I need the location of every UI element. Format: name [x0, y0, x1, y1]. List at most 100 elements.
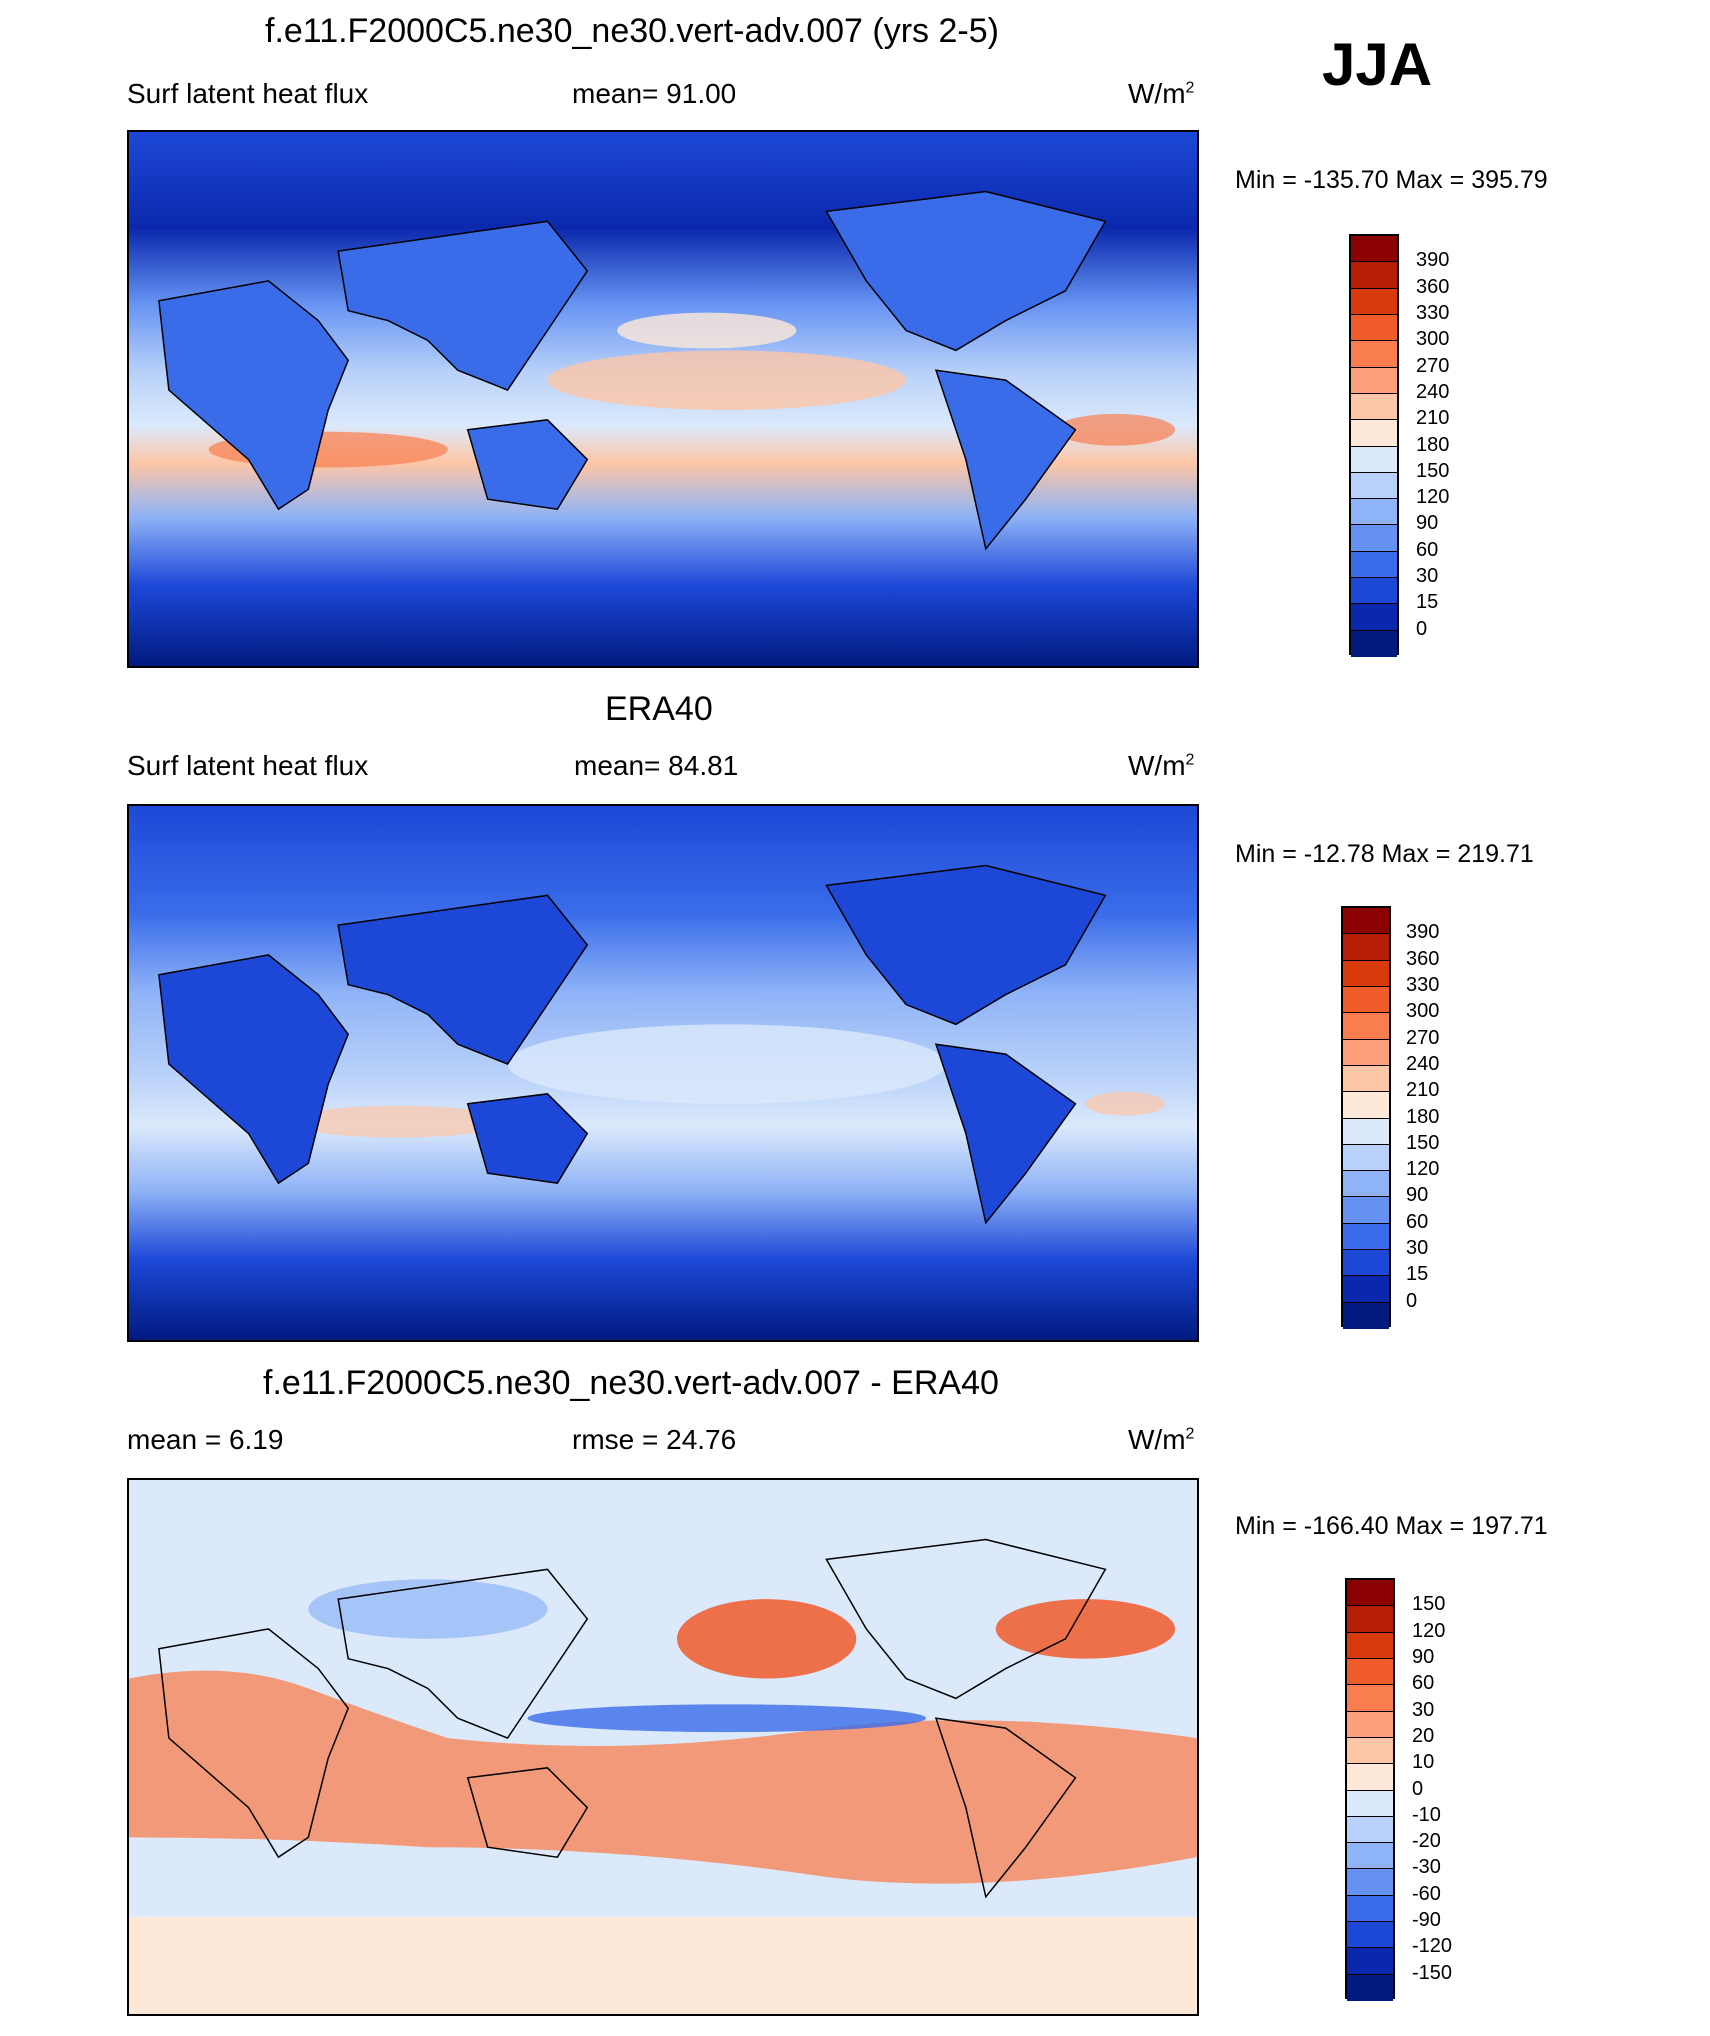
- panel1-title: f.e11.F2000C5.ne30_ne30.vert-adv.007 (yr…: [265, 12, 999, 50]
- colorbar-tick-label: -60: [1412, 1882, 1441, 1905]
- colorbar-segment: [1351, 367, 1397, 394]
- panel2-map: [127, 804, 1199, 1342]
- colorbar-tick-label: 120: [1416, 486, 1450, 509]
- panel3-map: [127, 1478, 1199, 2016]
- colorbar-segment: [1347, 1974, 1393, 2001]
- colorbar-segment: [1343, 1092, 1389, 1119]
- panel1-units: W/m2: [1128, 78, 1195, 109]
- season-label: JJA: [1322, 31, 1433, 98]
- colorbar-tick-label: 30: [1406, 1237, 1429, 1260]
- colorbar-segment: [1351, 288, 1397, 315]
- colorbar-tick-label: 0: [1406, 1289, 1418, 1312]
- colorbar-segment: [1343, 934, 1389, 961]
- panel3-units: W/m2: [1128, 1424, 1195, 1455]
- colorbar-tick-label: -10: [1412, 1803, 1441, 1826]
- colorbar-segment: [1351, 314, 1397, 342]
- colorbar-tick-label: 360: [1406, 947, 1440, 970]
- panel3-minmax: Min = -166.40 Max = 197.71: [1235, 1512, 1548, 1540]
- colorbar-segment: [1343, 1171, 1389, 1198]
- colorbar-segment: [1343, 1065, 1389, 1093]
- colorbar-segment: [1347, 1658, 1393, 1686]
- colorbar-segment: [1343, 908, 1389, 935]
- colorbar-segment: [1351, 446, 1397, 473]
- colorbar-tick-label: 390: [1416, 249, 1450, 272]
- panel3-title: f.e11.F2000C5.ne30_ne30.vert-adv.007 - E…: [263, 1364, 999, 1402]
- colorbar-tick-label: 0: [1416, 617, 1428, 640]
- colorbar-segment: [1343, 1276, 1389, 1303]
- colorbar-segment: [1343, 986, 1389, 1014]
- colorbar-tick-label: 330: [1406, 973, 1440, 996]
- colorbar-segment: [1351, 262, 1397, 289]
- colorbar-segment: [1351, 499, 1397, 526]
- colorbar-tick-label: -20: [1412, 1830, 1441, 1853]
- colorbar-segment: [1351, 420, 1397, 447]
- colorbar-tick-label: 15: [1406, 1263, 1429, 1286]
- colorbar-segment: [1351, 525, 1397, 552]
- panel3-colorbar: [1345, 1578, 1395, 2001]
- colorbar-tick-label: 360: [1416, 275, 1450, 298]
- colorbar-segment: [1343, 960, 1389, 987]
- colorbar-segment: [1351, 472, 1397, 500]
- colorbar-tick-label: 390: [1406, 921, 1440, 944]
- panel3-center-label: rmse = 24.76: [572, 1424, 737, 1455]
- colorbar-segment: [1347, 1764, 1393, 1791]
- colorbar-segment: [1343, 1250, 1389, 1277]
- panel2-minmax: Min = -12.78 Max = 219.71: [1235, 840, 1534, 868]
- colorbar-segment: [1347, 1948, 1393, 1975]
- colorbar-tick-label: 60: [1416, 538, 1439, 561]
- colorbar-segment: [1351, 236, 1397, 263]
- colorbar-tick-label: 10: [1412, 1751, 1435, 1774]
- colorbar-tick-label: 90: [1412, 1645, 1435, 1668]
- colorbar-tick-label: 210: [1416, 407, 1450, 430]
- colorbar-tick-label: 240: [1416, 380, 1450, 403]
- colorbar-tick-label: 30: [1412, 1698, 1435, 1721]
- colorbar-tick-label: 15: [1416, 591, 1439, 614]
- colorbar-tick-label: 150: [1412, 1593, 1446, 1616]
- colorbar-tick-label: 270: [1406, 1026, 1440, 1049]
- colorbar-segment: [1347, 1711, 1393, 1738]
- colorbar-segment: [1347, 1869, 1393, 1896]
- colorbar-tick-label: 90: [1416, 512, 1439, 535]
- colorbar-segment: [1343, 1302, 1389, 1329]
- colorbar-segment: [1351, 578, 1397, 605]
- colorbar-segment: [1347, 1580, 1393, 1607]
- colorbar-tick-label: 120: [1406, 1158, 1440, 1181]
- colorbar-segment: [1347, 1737, 1393, 1765]
- colorbar-segment: [1347, 1790, 1393, 1817]
- colorbar-segment: [1347, 1895, 1393, 1923]
- colorbar-tick-label: -150: [1412, 1961, 1453, 1984]
- colorbar-tick-label: 0: [1412, 1777, 1424, 1800]
- colorbar-segment: [1351, 341, 1397, 368]
- panel2-units: W/m2: [1128, 750, 1195, 781]
- colorbar-segment: [1343, 1223, 1389, 1251]
- panel2-left-label: Surf latent heat flux: [127, 750, 369, 781]
- colorbar-tick-label: 180: [1406, 1105, 1440, 1128]
- colorbar-tick-label: 60: [1412, 1672, 1435, 1695]
- colorbar-tick-label: 270: [1416, 354, 1450, 377]
- colorbar-tick-label: 210: [1406, 1079, 1440, 1102]
- colorbar-segment: [1343, 1197, 1389, 1224]
- colorbar-tick-label: 300: [1416, 328, 1450, 351]
- colorbar-segment: [1351, 551, 1397, 579]
- colorbar-tick-label: -90: [1412, 1909, 1441, 1932]
- colorbar-segment: [1347, 1632, 1393, 1659]
- panel1-center-label: mean= 91.00: [572, 78, 737, 109]
- colorbar-tick-label: 300: [1406, 1000, 1440, 1023]
- panel1-left-label: Surf latent heat flux: [127, 78, 369, 109]
- panel2-center-label: mean= 84.81: [574, 750, 739, 781]
- panel1-map: [127, 130, 1199, 668]
- colorbar-tick-label: 330: [1416, 301, 1450, 324]
- colorbar-segment: [1347, 1816, 1393, 1844]
- colorbar-segment: [1343, 1118, 1389, 1145]
- colorbar-segment: [1347, 1922, 1393, 1949]
- colorbar-segment: [1347, 1606, 1393, 1633]
- colorbar-segment: [1351, 393, 1397, 421]
- colorbar-tick-label: -30: [1412, 1856, 1441, 1879]
- colorbar-tick-label: 180: [1416, 433, 1450, 456]
- colorbar-tick-label: 150: [1406, 1131, 1440, 1154]
- colorbar-segment: [1343, 1013, 1389, 1040]
- panel1-minmax: Min = -135.70 Max = 395.79: [1235, 166, 1548, 194]
- colorbar-tick-label: 30: [1416, 565, 1439, 588]
- panel2-colorbar: [1341, 906, 1391, 1329]
- colorbar-tick-label: 20: [1412, 1724, 1435, 1747]
